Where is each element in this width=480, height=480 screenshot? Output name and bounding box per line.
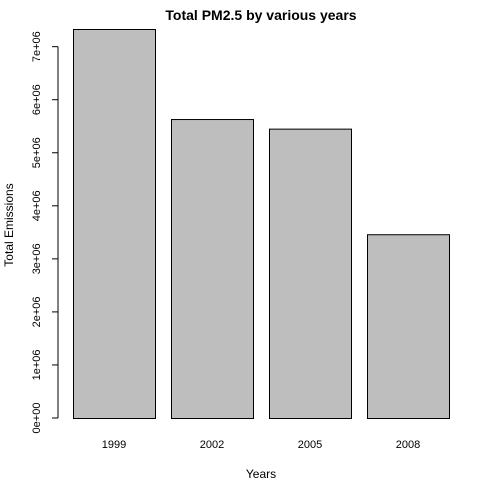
y-tick-label: 2e+06 [31,296,43,327]
bar-2002 [171,119,254,419]
y-axis: 0e+00 1e+06 2e+06 3e+06 4e+06 5e+06 6e+06 7e+06 [31,31,59,434]
y-tick-label: 3e+06 [31,243,43,274]
y-tick-label: 6e+06 [31,84,43,115]
x-tick-label: 2008 [396,439,420,451]
bars-group [73,29,450,420]
y-tick-label: 7e+06 [31,31,43,62]
bar-1999 [73,29,156,419]
x-tick-label: 2002 [200,439,224,451]
x-tick-label: 1999 [102,439,126,451]
bar-2008 [367,234,450,419]
bar-2005 [269,128,352,420]
x-axis-label: Years [246,467,276,480]
y-axis-label: Total Emissions [2,183,16,266]
x-tick-label: 2005 [298,439,322,451]
y-tick-label: 5e+06 [31,137,43,168]
y-tick-label: 0e+00 [31,403,43,434]
y-tick-label: 1e+06 [31,349,43,380]
x-tick-labels: 1999 2002 2005 2008 [102,439,420,451]
y-tick-label: 4e+06 [31,190,43,221]
chart-title: Total PM2.5 by various years [165,7,356,23]
